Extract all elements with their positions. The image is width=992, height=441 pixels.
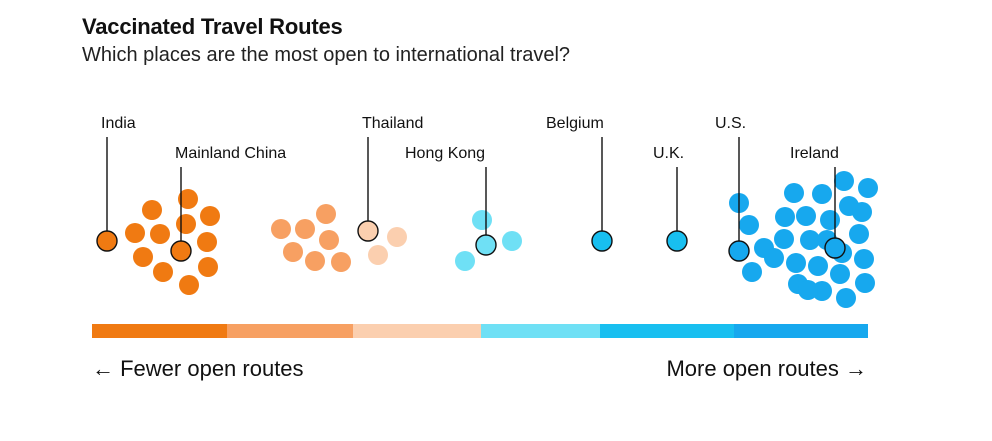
country-dot bbox=[784, 183, 804, 203]
country-label: Belgium bbox=[546, 115, 604, 132]
country-dot bbox=[800, 230, 820, 250]
country-dot bbox=[472, 210, 492, 230]
highlight-dot bbox=[728, 240, 750, 262]
country-dot bbox=[798, 280, 818, 300]
color-scale-segment bbox=[734, 324, 868, 338]
country-dot bbox=[774, 229, 794, 249]
country-dot bbox=[283, 242, 303, 262]
country-label: U.K. bbox=[653, 145, 684, 162]
country-dot bbox=[176, 214, 196, 234]
country-dot bbox=[808, 256, 828, 276]
country-dot bbox=[305, 251, 325, 271]
scale-right-label: More open routes → bbox=[666, 356, 867, 381]
highlight-dot bbox=[475, 234, 497, 256]
callout-layer: India Mainland China Thailand Hong Kong Belg… bbox=[96, 115, 846, 262]
chart-title: Vaccinated Travel Routes bbox=[82, 14, 343, 39]
country-dot bbox=[786, 253, 806, 273]
country-dot bbox=[796, 206, 816, 226]
country-dot bbox=[830, 264, 850, 284]
country-dot bbox=[775, 207, 795, 227]
country-dot bbox=[368, 245, 388, 265]
country-dot bbox=[855, 273, 875, 293]
country-dot bbox=[133, 247, 153, 267]
color-scale-segment bbox=[227, 324, 353, 338]
chart-subtitle: Which places are the most open to intern… bbox=[82, 44, 571, 66]
highlight-dot bbox=[591, 230, 613, 252]
country-label: India bbox=[101, 115, 136, 132]
highlight-dot bbox=[96, 230, 118, 252]
country-dot bbox=[316, 204, 336, 224]
highlight-dot bbox=[666, 230, 688, 252]
country-dot bbox=[812, 184, 832, 204]
country-dot bbox=[852, 202, 872, 222]
color-scale-segment bbox=[600, 324, 734, 338]
highlight-dot bbox=[170, 240, 192, 262]
country-dot bbox=[849, 224, 869, 244]
country-dot bbox=[836, 288, 856, 308]
country-label: Thailand bbox=[362, 115, 423, 132]
country-dot bbox=[200, 206, 220, 226]
country-dot bbox=[153, 262, 173, 282]
country-dot bbox=[197, 232, 217, 252]
country-dot bbox=[178, 189, 198, 209]
country-dot bbox=[854, 249, 874, 269]
country-dot bbox=[295, 219, 315, 239]
color-scale-segment bbox=[92, 324, 227, 338]
country-dot bbox=[742, 262, 762, 282]
country-dot bbox=[739, 215, 759, 235]
country-dot bbox=[271, 219, 291, 239]
color-scale-segment bbox=[481, 324, 600, 338]
country-dot bbox=[150, 224, 170, 244]
highlight-dot bbox=[357, 220, 379, 242]
country-dot bbox=[764, 248, 784, 268]
country-label: Mainland China bbox=[175, 145, 286, 162]
country-label: Ireland bbox=[790, 145, 839, 162]
country-label: Hong Kong bbox=[405, 145, 485, 162]
country-label: U.S. bbox=[715, 115, 746, 132]
country-dot bbox=[198, 257, 218, 277]
country-dot bbox=[820, 210, 840, 230]
color-scale-bar bbox=[92, 324, 868, 338]
color-scale-segment bbox=[353, 324, 481, 338]
country-dot bbox=[387, 227, 407, 247]
country-dot bbox=[142, 200, 162, 220]
highlight-dot bbox=[824, 237, 846, 259]
country-dot bbox=[834, 171, 854, 191]
country-dot bbox=[125, 223, 145, 243]
country-dot bbox=[179, 275, 199, 295]
country-dot bbox=[502, 231, 522, 251]
scale-left-label: ← Fewer open routes bbox=[92, 356, 304, 381]
country-dot bbox=[319, 230, 339, 250]
country-dot bbox=[331, 252, 351, 272]
country-dot bbox=[455, 251, 475, 271]
country-dot bbox=[858, 178, 878, 198]
